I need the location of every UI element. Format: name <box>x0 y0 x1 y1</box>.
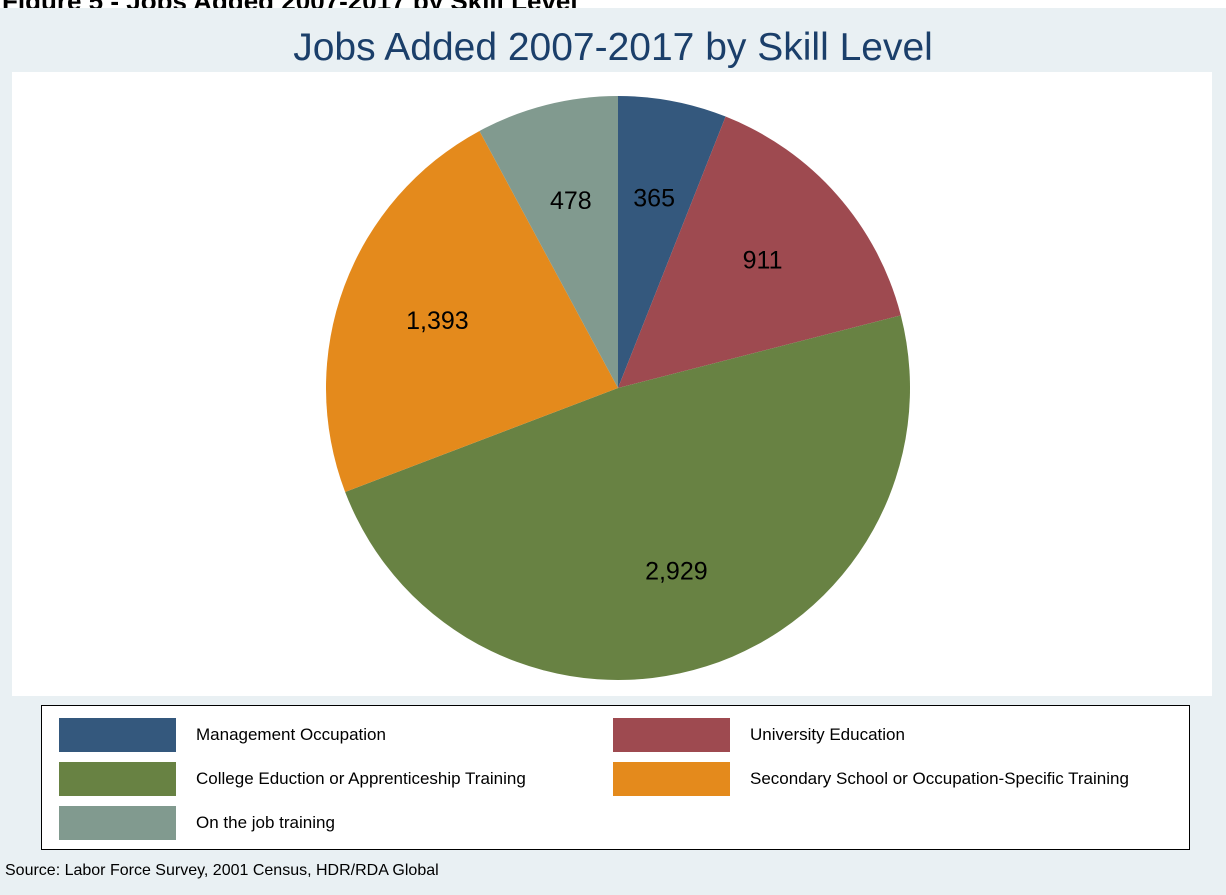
legend-label: University Education <box>750 725 905 744</box>
source-note: Source: Labor Force Survey, 2001 Census,… <box>5 862 439 879</box>
legend-swatch <box>59 718 176 752</box>
slice-value-label-2: 2,929 <box>645 558 708 586</box>
legend: Management Occupation University Educati… <box>41 705 1190 850</box>
pie-slice-2 <box>345 315 910 680</box>
legend-swatch <box>59 806 176 840</box>
legend-swatch <box>613 762 730 796</box>
slice-value-label-3: 1,393 <box>406 307 469 335</box>
pie-chart: 365 911 2,929 1,393 478 <box>325 96 910 680</box>
chart-title: Jobs Added 2007-2017 by Skill Level <box>293 26 933 69</box>
legend-label: Management Occupation <box>196 725 386 744</box>
slice-value-label-0: 365 <box>633 185 675 213</box>
pie-slice-3 <box>325 130 618 492</box>
legend-label: Secondary School or Occupation-Specific … <box>750 769 1129 788</box>
slice-value-label-4: 478 <box>550 187 592 215</box>
legend-label: On the job training <box>196 813 335 832</box>
chart-figure: Jobs Added 2007-2017 by Skill Level 365 9… <box>0 8 1226 895</box>
legend-swatch <box>59 762 176 796</box>
pie-slice-0 <box>618 96 726 388</box>
pie-slice-1 <box>618 116 901 388</box>
pie-slice-4 <box>479 96 618 388</box>
slice-value-label-1: 911 <box>743 247 783 275</box>
plot-area: 365 911 2,929 1,393 478 <box>12 72 1212 696</box>
legend-swatch <box>613 718 730 752</box>
legend-label: College Eduction or Apprenticeship Train… <box>196 769 526 788</box>
